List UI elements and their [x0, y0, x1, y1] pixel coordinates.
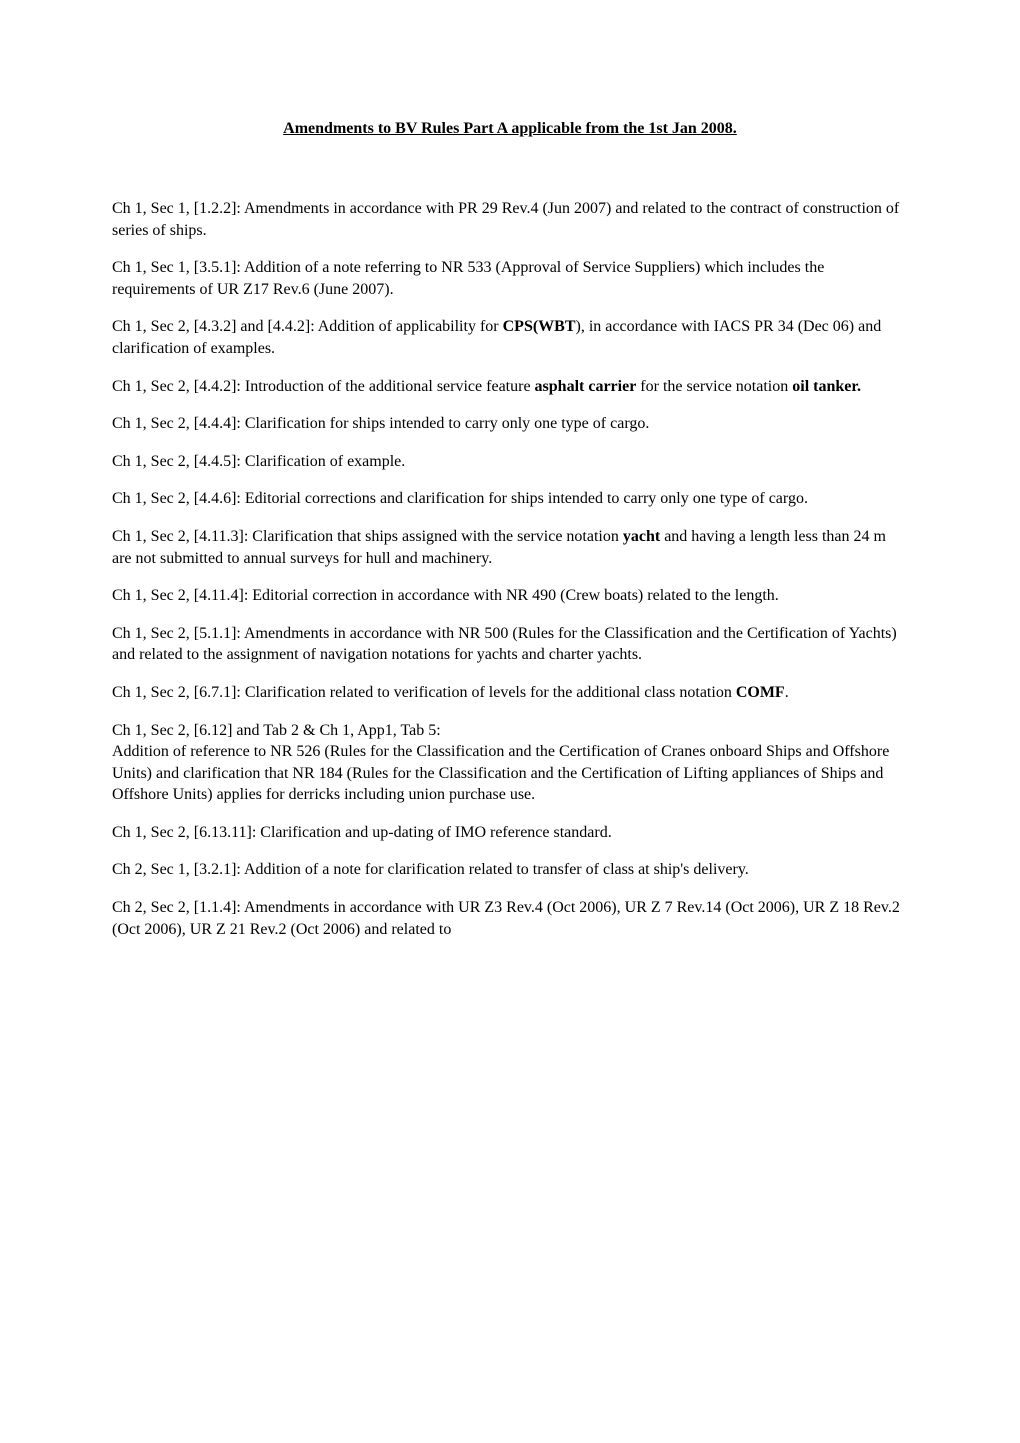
text-segment: Ch 2, Sec 1, [3.2.1]: Addition of a note…	[112, 861, 749, 878]
text-segment: Ch 1, Sec 2, [5.1.1]: Amendments in acco…	[112, 625, 901, 664]
paragraph: Ch 1, Sec 2, [6.7.1]: Clarification rela…	[112, 682, 908, 704]
document-body: Ch 1, Sec 1, [1.2.2]: Amendments in acco…	[112, 198, 908, 940]
paragraph: Ch 1, Sec 1, [3.5.1]: Addition of a note…	[112, 257, 908, 300]
text-segment: Ch 2, Sec 2, [1.1.4]: Amendments in acco…	[112, 899, 904, 938]
paragraph: Ch 1, Sec 2, [5.1.1]: Amendments in acco…	[112, 623, 908, 666]
document-page: Amendments to BV Rules Part A applicable…	[0, 0, 1020, 1016]
document-title: Amendments to BV Rules Part A applicable…	[112, 120, 908, 138]
text-segment: Ch 1, Sec 2, [6.13.11]: Clarification an…	[112, 824, 612, 841]
text-segment: Ch 1, Sec 2, [4.11.3]: Clarification tha…	[112, 528, 623, 545]
paragraph: Ch 2, Sec 1, [3.2.1]: Addition of a note…	[112, 859, 908, 881]
text-segment: Ch 1, Sec 2, [6.12] and Tab 2 & Ch 1, Ap…	[112, 722, 893, 804]
paragraph: Ch 1, Sec 2, [4.4.2]: Introduction of th…	[112, 376, 908, 398]
text-segment: for the service notation	[636, 378, 792, 395]
paragraph: Ch 1, Sec 2, [6.12] and Tab 2 & Ch 1, Ap…	[112, 720, 908, 806]
paragraph: Ch 1, Sec 1, [1.2.2]: Amendments in acco…	[112, 198, 908, 241]
text-segment: .	[785, 684, 789, 701]
paragraph: Ch 1, Sec 2, [4.11.3]: Clarification tha…	[112, 526, 908, 569]
text-segment: Ch 1, Sec 2, [4.11.4]: Editorial correct…	[112, 587, 779, 604]
text-segment: Ch 1, Sec 2, [4.4.4]: Clarification for …	[112, 415, 649, 432]
text-segment: Ch 1, Sec 2, [4.4.5]: Clarification of e…	[112, 453, 405, 470]
text-segment: asphalt carrier	[535, 378, 637, 395]
paragraph: Ch 1, Sec 2, [4.4.6]: Editorial correcti…	[112, 488, 908, 510]
text-segment: yacht	[623, 528, 660, 545]
paragraph: Ch 1, Sec 2, [4.4.4]: Clarification for …	[112, 413, 908, 435]
paragraph: Ch 1, Sec 2, [4.3.2] and [4.4.2]: Additi…	[112, 316, 908, 359]
paragraph: Ch 1, Sec 2, [4.11.4]: Editorial correct…	[112, 585, 908, 607]
text-segment: Ch 1, Sec 2, [4.3.2] and [4.4.2]: Additi…	[112, 318, 503, 335]
text-segment: COMF	[736, 684, 785, 701]
paragraph: Ch 1, Sec 2, [6.13.11]: Clarification an…	[112, 822, 908, 844]
text-segment: Ch 1, Sec 2, [4.4.2]: Introduction of th…	[112, 378, 535, 395]
text-segment: CPS(WBT	[503, 318, 576, 335]
text-segment: oil tanker.	[792, 378, 861, 395]
paragraph: Ch 2, Sec 2, [1.1.4]: Amendments in acco…	[112, 897, 908, 940]
text-segment: Ch 1, Sec 1, [1.2.2]: Amendments in acco…	[112, 200, 903, 239]
text-segment: Ch 1, Sec 1, [3.5.1]: Addition of a note…	[112, 259, 828, 298]
text-segment: Ch 1, Sec 2, [6.7.1]: Clarification rela…	[112, 684, 736, 701]
paragraph: Ch 1, Sec 2, [4.4.5]: Clarification of e…	[112, 451, 908, 473]
text-segment: Ch 1, Sec 2, [4.4.6]: Editorial correcti…	[112, 490, 808, 507]
